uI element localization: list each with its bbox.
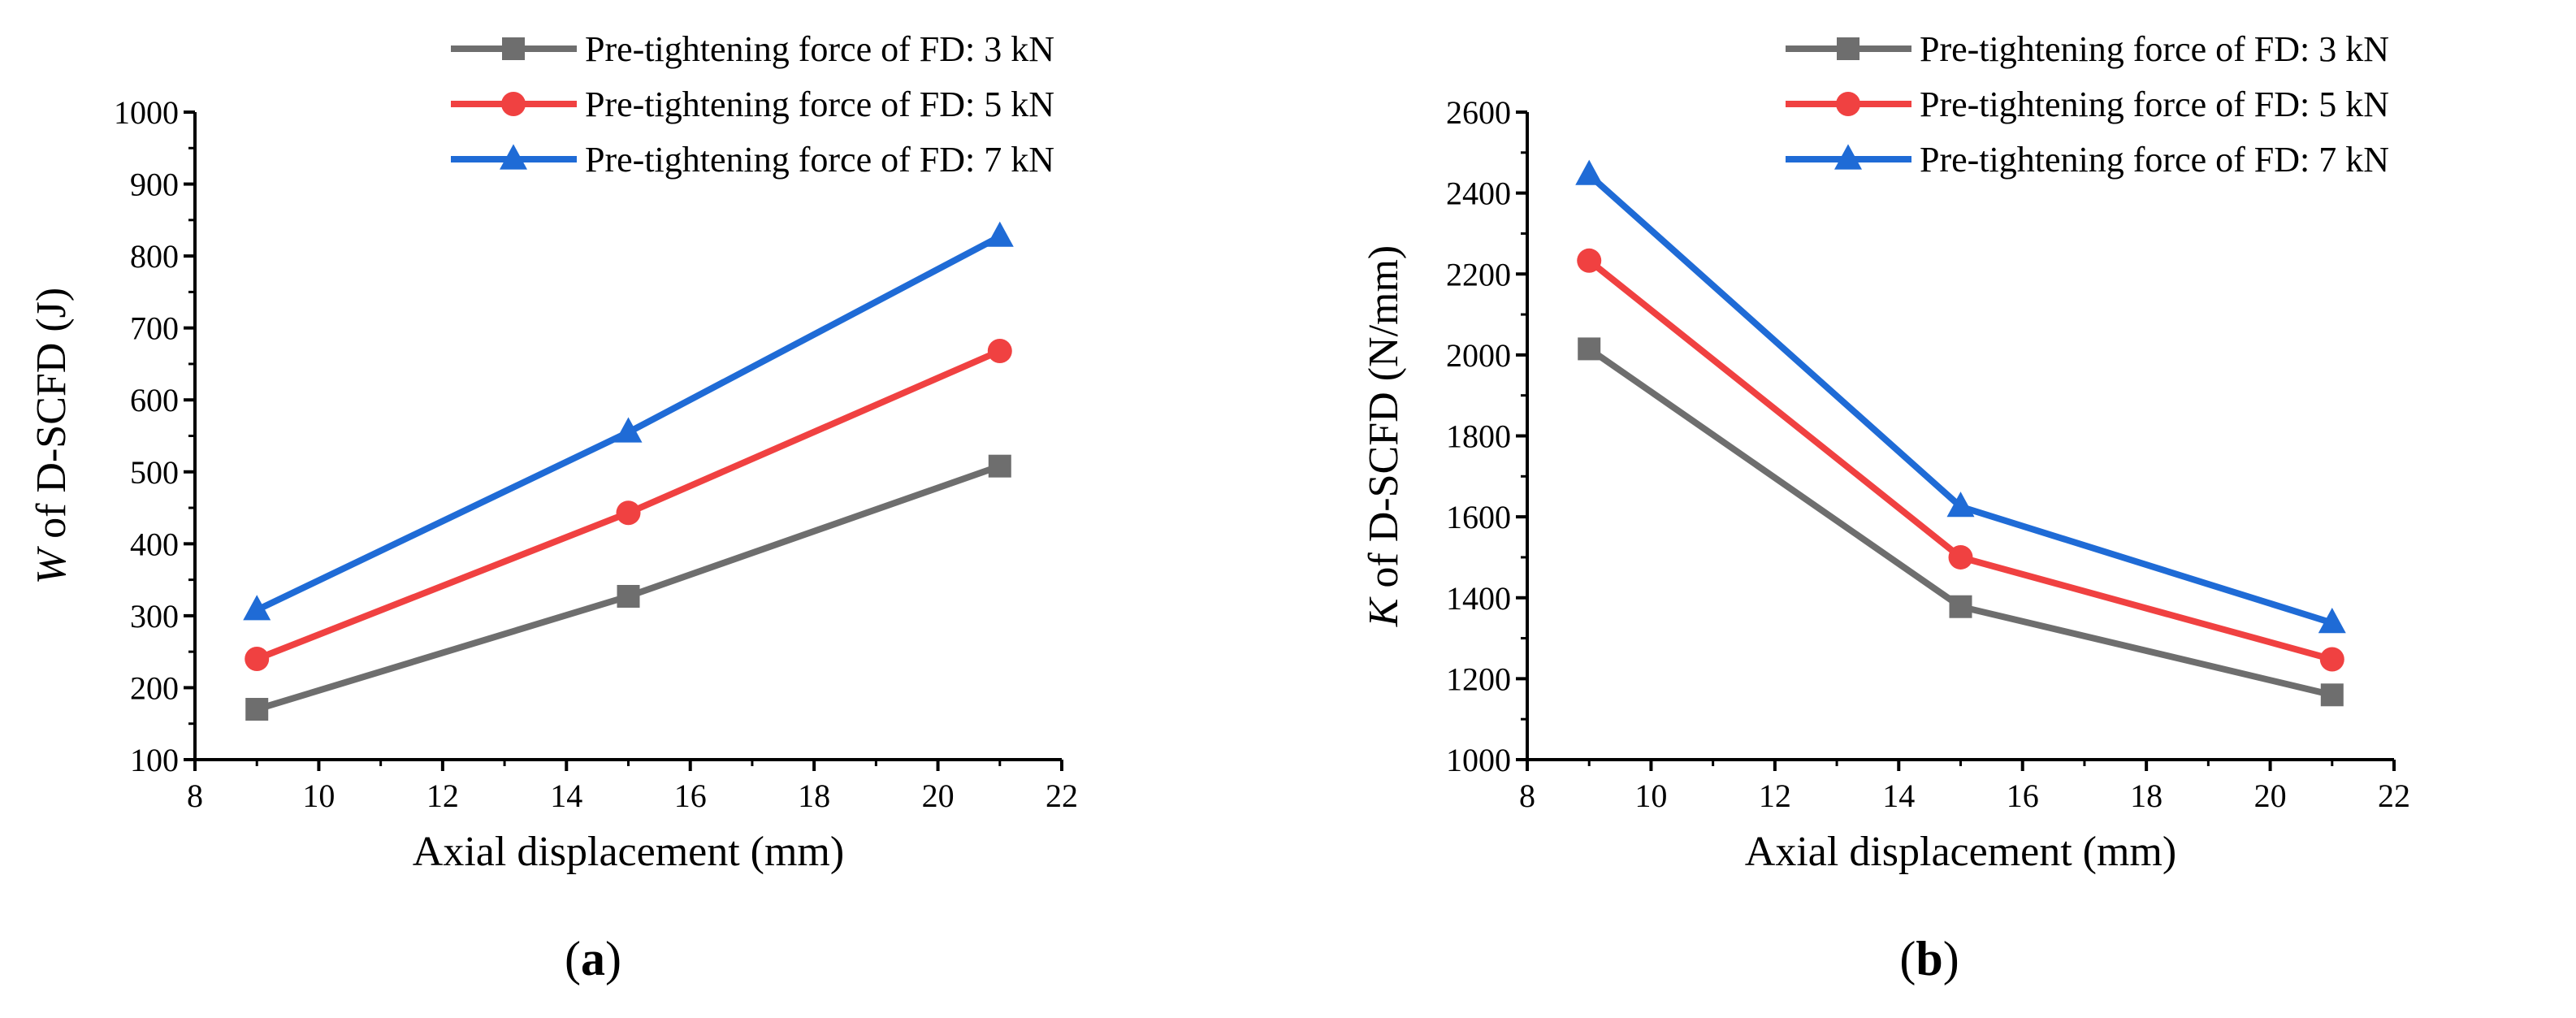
data-point-triangle: [243, 595, 271, 621]
panel-label-close: ): [1943, 932, 1959, 986]
x-tick-label: 16: [2007, 778, 2039, 814]
legend-marker-triangle: [1834, 144, 1862, 170]
y-tick-label: 900: [130, 167, 179, 203]
panel-label-letter: b: [1916, 932, 1942, 986]
y-tick-label: 200: [130, 669, 179, 706]
x-tick-label: 8: [1519, 778, 1535, 814]
legend-label: Pre-tightening force of FD: 7 kN: [1920, 140, 2389, 180]
data-point-square: [1578, 337, 1601, 361]
x-tick-label: 8: [187, 778, 203, 814]
x-tick-label: 12: [1759, 778, 1791, 814]
panel-label: (b): [1899, 932, 1959, 986]
x-axis-title: Axial displacement (mm): [413, 829, 844, 875]
chart-panel-a: 8 10 12 14 16 18 20 22 100 200 300 400 500 600 700 800 9…: [28, 29, 1078, 986]
x-axis-title: Axial displacement (mm): [1745, 829, 2176, 875]
x-tick-label: 22: [2378, 778, 2410, 814]
panel-label-open: (: [1899, 932, 1916, 986]
legend-marker-circle: [1836, 92, 1860, 116]
data-point-circle: [2319, 647, 2344, 672]
data-point-square: [245, 698, 269, 721]
x-tick-label: 16: [674, 778, 707, 814]
x-tick-label: 10: [1634, 778, 1667, 814]
data-point-circle: [245, 647, 270, 672]
x-tick-label: 18: [2130, 778, 2163, 814]
y-tick-label: 1800: [1446, 418, 1511, 455]
data-point-triangle: [1946, 492, 1975, 518]
y-axis-title: K of D-SCFD (N/mm): [1361, 245, 1407, 627]
data-point-circle: [1577, 248, 1602, 273]
data-point-square: [1949, 595, 1972, 618]
panel-label: (a): [565, 932, 621, 986]
y-axis-title-text: of D-SCFD (N/mm): [1361, 245, 1407, 599]
x-tick-label: 14: [1882, 778, 1915, 814]
legend-label: Pre-tightening force of FD: 3 kN: [1920, 29, 2389, 69]
y-axis-title-variable: K: [1361, 596, 1407, 627]
y-tick-label: 100: [130, 742, 179, 778]
data-point-triangle: [985, 221, 1014, 247]
chart-panel-b: 8 10 12 14 16 18 20 22 1000 1200 1400 1600 1800 2000 2…: [1361, 29, 2410, 986]
y-tick-label: 700: [130, 310, 179, 347]
y-tick-label: 300: [130, 598, 179, 635]
y-tick-label: 500: [130, 454, 179, 491]
data-point-square: [617, 584, 640, 608]
y-axis-title-text: of D-SCFD (J): [28, 288, 75, 549]
x-tick-label: 12: [426, 778, 459, 814]
y-axis-title-variable: W: [28, 545, 75, 584]
legend-marker-square: [502, 37, 525, 60]
y-tick-label: 800: [130, 238, 179, 275]
y-tick-label: 2400: [1446, 175, 1511, 212]
data-point-circle: [987, 339, 1012, 364]
data-point-circle: [616, 500, 641, 526]
legend-marker-triangle: [500, 144, 527, 170]
legend-label: Pre-tightening force of FD: 5 kN: [1920, 84, 2389, 124]
y-tick-label: 1200: [1446, 661, 1511, 697]
legend-label: Pre-tightening force of FD: 5 kN: [585, 84, 1054, 124]
y-tick-label: 400: [130, 526, 179, 562]
y-tick-label: 2600: [1446, 94, 1511, 131]
data-point-triangle: [1575, 159, 1604, 185]
series-line-1: [1587, 346, 2333, 699]
y-tick-label: 2000: [1446, 337, 1511, 374]
y-tick-label: 1400: [1446, 580, 1511, 617]
y-tick-label: 2200: [1446, 256, 1511, 292]
x-tick-label: 20: [922, 778, 955, 814]
data-point-square: [2320, 683, 2344, 707]
x-tick-label: 10: [302, 778, 335, 814]
panel-label-close: ): [605, 932, 621, 986]
y-tick-label: 600: [130, 382, 179, 418]
x-tick-label: 20: [2254, 778, 2287, 814]
x-tick-label: 14: [550, 778, 582, 814]
legend-marker-square: [1837, 37, 1859, 60]
data-point-triangle: [614, 417, 643, 443]
y-axis-title: W of D-SCFD (J): [28, 288, 75, 584]
y-tick-label: 1000: [114, 94, 179, 131]
x-tick-label: 18: [798, 778, 830, 814]
y-tick-label: 1000: [1446, 742, 1511, 778]
panel-label-letter: a: [581, 932, 605, 986]
data-point-circle: [1948, 544, 1973, 570]
data-point-triangle: [2318, 608, 2346, 634]
legend-label: Pre-tightening force of FD: 3 kN: [585, 29, 1054, 69]
data-point-square: [988, 454, 1011, 478]
y-tick-label: 1600: [1446, 499, 1511, 535]
panel-label-open: (: [565, 932, 581, 986]
legend-marker-circle: [501, 92, 526, 116]
x-tick-label: 22: [1046, 778, 1078, 814]
legend-label: Pre-tightening force of FD: 7 kN: [585, 140, 1054, 180]
